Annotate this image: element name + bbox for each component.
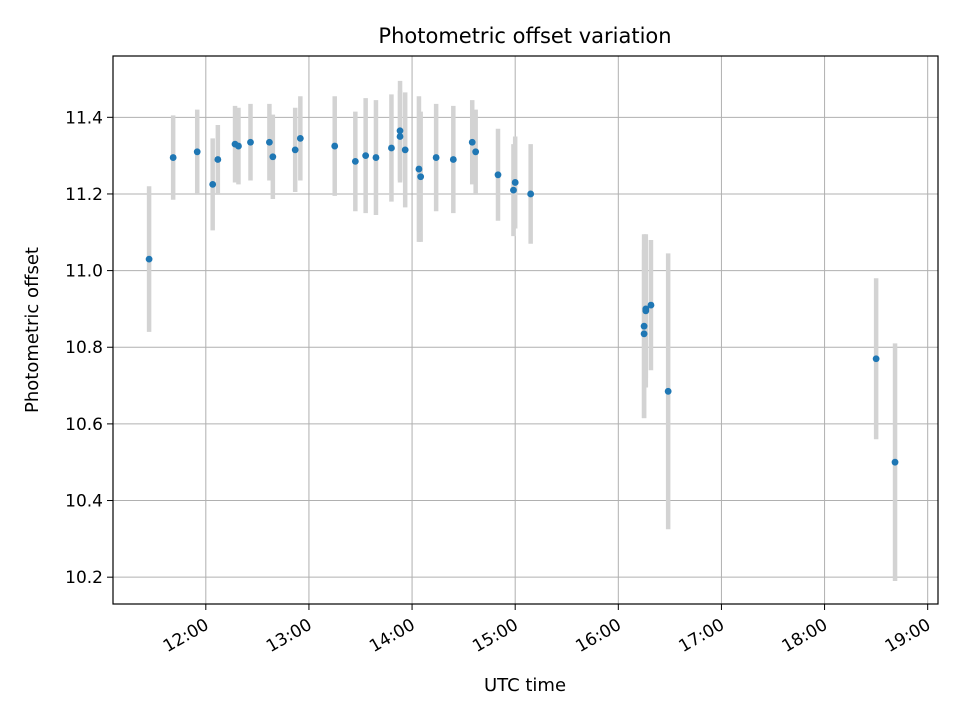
y-tick-label: 11.4	[65, 108, 103, 128]
data-point	[296, 134, 304, 142]
data-point	[494, 171, 502, 179]
data-point	[510, 186, 517, 194]
grid-layer	[113, 56, 938, 604]
data-point	[291, 146, 299, 154]
data-point	[169, 154, 177, 161]
data-point	[664, 387, 672, 395]
data-point	[432, 154, 440, 161]
point-layer	[145, 127, 899, 466]
data-point	[647, 301, 655, 309]
data-point	[640, 330, 648, 338]
data-point	[472, 148, 480, 156]
data-point	[351, 157, 359, 165]
y-tick-label: 11.0	[65, 262, 103, 282]
data-point	[372, 154, 380, 161]
data-point	[266, 138, 273, 146]
y-tick-label: 10.4	[65, 492, 103, 512]
data-point	[396, 133, 404, 140]
data-point	[872, 355, 880, 363]
data-point	[214, 156, 222, 163]
data-point	[388, 144, 395, 152]
data-point	[527, 190, 535, 198]
y-axis-title: Photometric offset	[22, 247, 43, 413]
chart-title: Photometric offset variation	[378, 24, 671, 48]
plot-area-frame	[112, 55, 939, 605]
data-point	[449, 156, 457, 163]
data-point	[247, 138, 254, 146]
data-point	[640, 322, 648, 330]
data-point	[415, 165, 423, 173]
data-point	[396, 127, 404, 135]
y-tick-label: 10.8	[65, 338, 103, 358]
y-tick-label: 11.2	[65, 185, 103, 205]
data-point	[235, 142, 242, 150]
data-point	[417, 173, 425, 181]
y-tick-label: 10.2	[65, 568, 103, 588]
data-point	[331, 142, 339, 150]
y-tick-label: 10.6	[65, 415, 103, 435]
data-point	[511, 179, 519, 186]
data-point	[145, 255, 153, 263]
data-point	[362, 152, 370, 160]
data-point	[209, 180, 217, 188]
x-axis-title: UTC time	[484, 675, 566, 696]
data-point	[193, 148, 201, 156]
data-point	[891, 458, 899, 466]
data-point	[401, 146, 409, 154]
data-point	[642, 305, 650, 313]
data-point	[468, 138, 476, 146]
data-point	[269, 153, 277, 161]
